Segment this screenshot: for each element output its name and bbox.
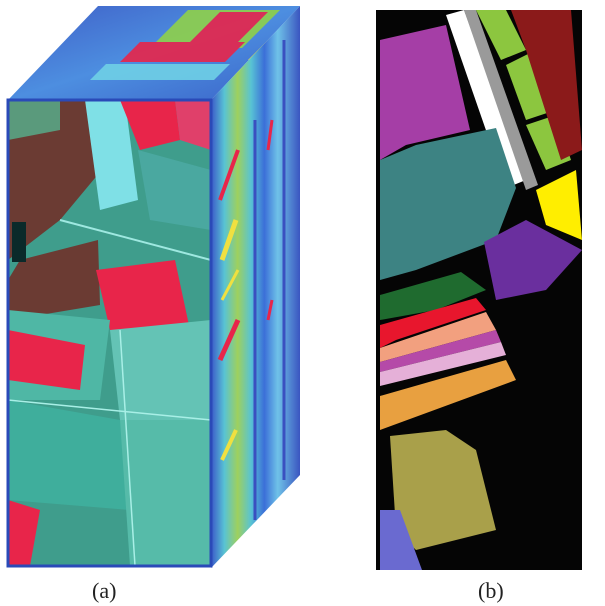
ground-truth-map-graphic xyxy=(376,10,582,570)
cube-side-streaks xyxy=(217,40,286,520)
class-region-green-top xyxy=(476,10,526,60)
class-region-pink xyxy=(380,342,506,386)
ground-truth-map xyxy=(376,10,582,570)
caption-a: (a) xyxy=(92,578,117,603)
hyperspectral-cube-graphic xyxy=(6,6,300,568)
caption-b: (b) xyxy=(478,578,504,603)
class-region-magenta xyxy=(380,330,501,372)
class-region-teal xyxy=(380,128,516,280)
class-region-red xyxy=(380,298,486,348)
cube-front-border xyxy=(6,98,213,568)
class-region-salmon xyxy=(380,312,496,362)
class-region-orange xyxy=(380,360,516,430)
class-region-olive xyxy=(390,430,496,550)
class-region-violet xyxy=(484,220,582,300)
cube-front-image xyxy=(8,100,211,566)
cube-top-spectral-stripes xyxy=(90,10,292,80)
class-region-yellow xyxy=(536,170,582,240)
class-region-purple xyxy=(380,25,470,160)
class-region-blue-violet xyxy=(380,510,422,570)
class-region-gray xyxy=(464,10,538,190)
class-region-dark-red xyxy=(511,10,582,160)
class-region-dark-green xyxy=(380,272,486,320)
hyperspectral-cube xyxy=(6,6,300,568)
class-region-white-strip xyxy=(446,10,526,188)
